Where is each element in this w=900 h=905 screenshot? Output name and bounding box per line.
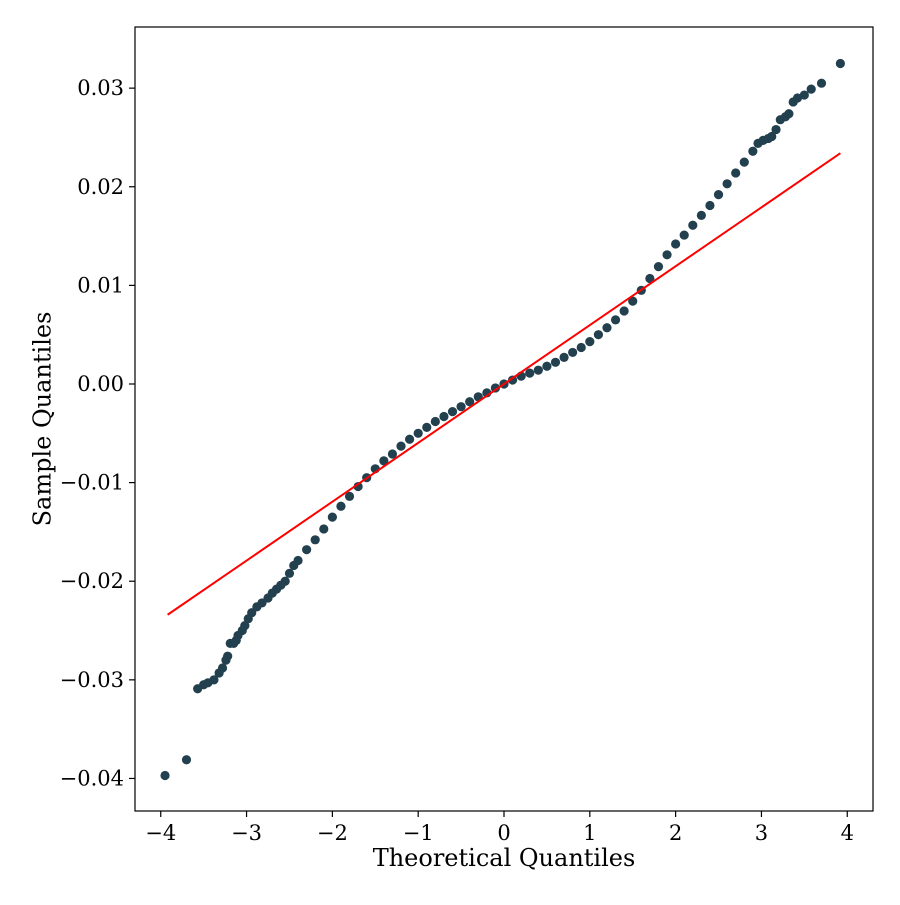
y-tick-label: 0.01: [77, 273, 124, 297]
data-point: [247, 608, 257, 618]
y-tick-label: −0.02: [60, 569, 124, 593]
data-point: [507, 375, 518, 385]
data-point: [465, 397, 475, 407]
x-tick-label: 3: [755, 821, 768, 845]
data-point: [576, 342, 586, 353]
y-axis-ticks: −0.04 −0.03 −0.02 −0.01 0.00 0.01 0.02 0.03: [60, 76, 135, 790]
data-point: [767, 131, 777, 142]
data-point: [379, 456, 389, 466]
data-point: [353, 481, 363, 492]
y-tick-label: 0.00: [77, 372, 124, 396]
data-point: [628, 296, 638, 306]
data-point: [525, 368, 535, 378]
x-tick-label: −4: [145, 821, 176, 845]
x-tick-label: −1: [403, 821, 434, 845]
data-point: [792, 93, 803, 103]
data-point: [319, 524, 329, 534]
data-point: [619, 306, 629, 316]
data-point: [430, 416, 440, 427]
data-points: [160, 58, 845, 781]
data-point: [439, 411, 449, 422]
data-point: [671, 239, 681, 249]
reference-line: [167, 152, 841, 616]
data-point: [387, 449, 398, 459]
data-point: [217, 663, 228, 673]
data-point: [413, 428, 423, 438]
data-point: [456, 402, 466, 412]
data-point: [422, 422, 432, 432]
data-point: [653, 262, 664, 272]
data-point: [602, 323, 612, 333]
data-point: [550, 357, 561, 367]
data-point: [344, 491, 355, 502]
x-axis-label: Theoretical Quantiles: [373, 844, 636, 872]
x-tick-label: 0: [497, 821, 510, 845]
data-point: [722, 179, 732, 189]
data-point: [181, 755, 192, 765]
data-point: [542, 361, 552, 371]
data-point: [593, 330, 604, 340]
data-point: [645, 273, 655, 284]
x-tick-label: 2: [669, 821, 682, 845]
data-point: [739, 157, 749, 167]
data-point: [327, 512, 337, 522]
data-point: [806, 84, 816, 94]
data-point: [396, 441, 406, 451]
x-tick-label: −2: [317, 821, 348, 845]
data-point: [662, 250, 672, 260]
y-tick-label: 0.02: [77, 175, 124, 199]
data-point: [293, 555, 303, 566]
data-point: [713, 190, 724, 200]
data-point: [816, 78, 827, 88]
data-point: [280, 576, 290, 586]
y-tick-label: −0.01: [60, 471, 124, 495]
x-tick-label: 4: [841, 821, 854, 845]
data-point: [731, 168, 741, 178]
data-point: [310, 535, 320, 545]
data-point: [490, 383, 501, 393]
data-point: [784, 109, 794, 119]
data-point: [533, 365, 543, 375]
data-point: [688, 220, 698, 230]
data-point: [835, 58, 845, 69]
data-point: [209, 675, 219, 685]
data-point: [223, 651, 233, 661]
data-point: [284, 568, 295, 578]
data-point: [610, 315, 621, 325]
data-point: [705, 200, 715, 211]
data-point: [336, 501, 346, 511]
data-point: [240, 621, 250, 631]
y-tick-label: 0.03: [77, 76, 124, 100]
y-tick-label: −0.04: [60, 766, 124, 790]
x-axis-ticks: −4 −3 −2 −1 0 1 2 3 4: [145, 811, 854, 845]
data-point: [559, 352, 569, 362]
data-point: [568, 347, 578, 358]
x-tick-label: 1: [583, 821, 596, 845]
data-point: [771, 124, 781, 135]
data-point: [302, 545, 312, 555]
data-point: [585, 336, 595, 347]
data-point: [748, 146, 758, 156]
plot-area: [160, 58, 845, 781]
data-point: [447, 407, 458, 417]
data-point: [679, 230, 689, 240]
data-point: [696, 210, 706, 220]
y-tick-label: −0.03: [60, 668, 124, 692]
x-tick-label: −3: [231, 821, 262, 845]
data-point: [160, 770, 170, 781]
data-point: [405, 434, 415, 444]
y-axis-label: Sample Quantiles: [29, 312, 57, 527]
data-point: [799, 90, 809, 100]
